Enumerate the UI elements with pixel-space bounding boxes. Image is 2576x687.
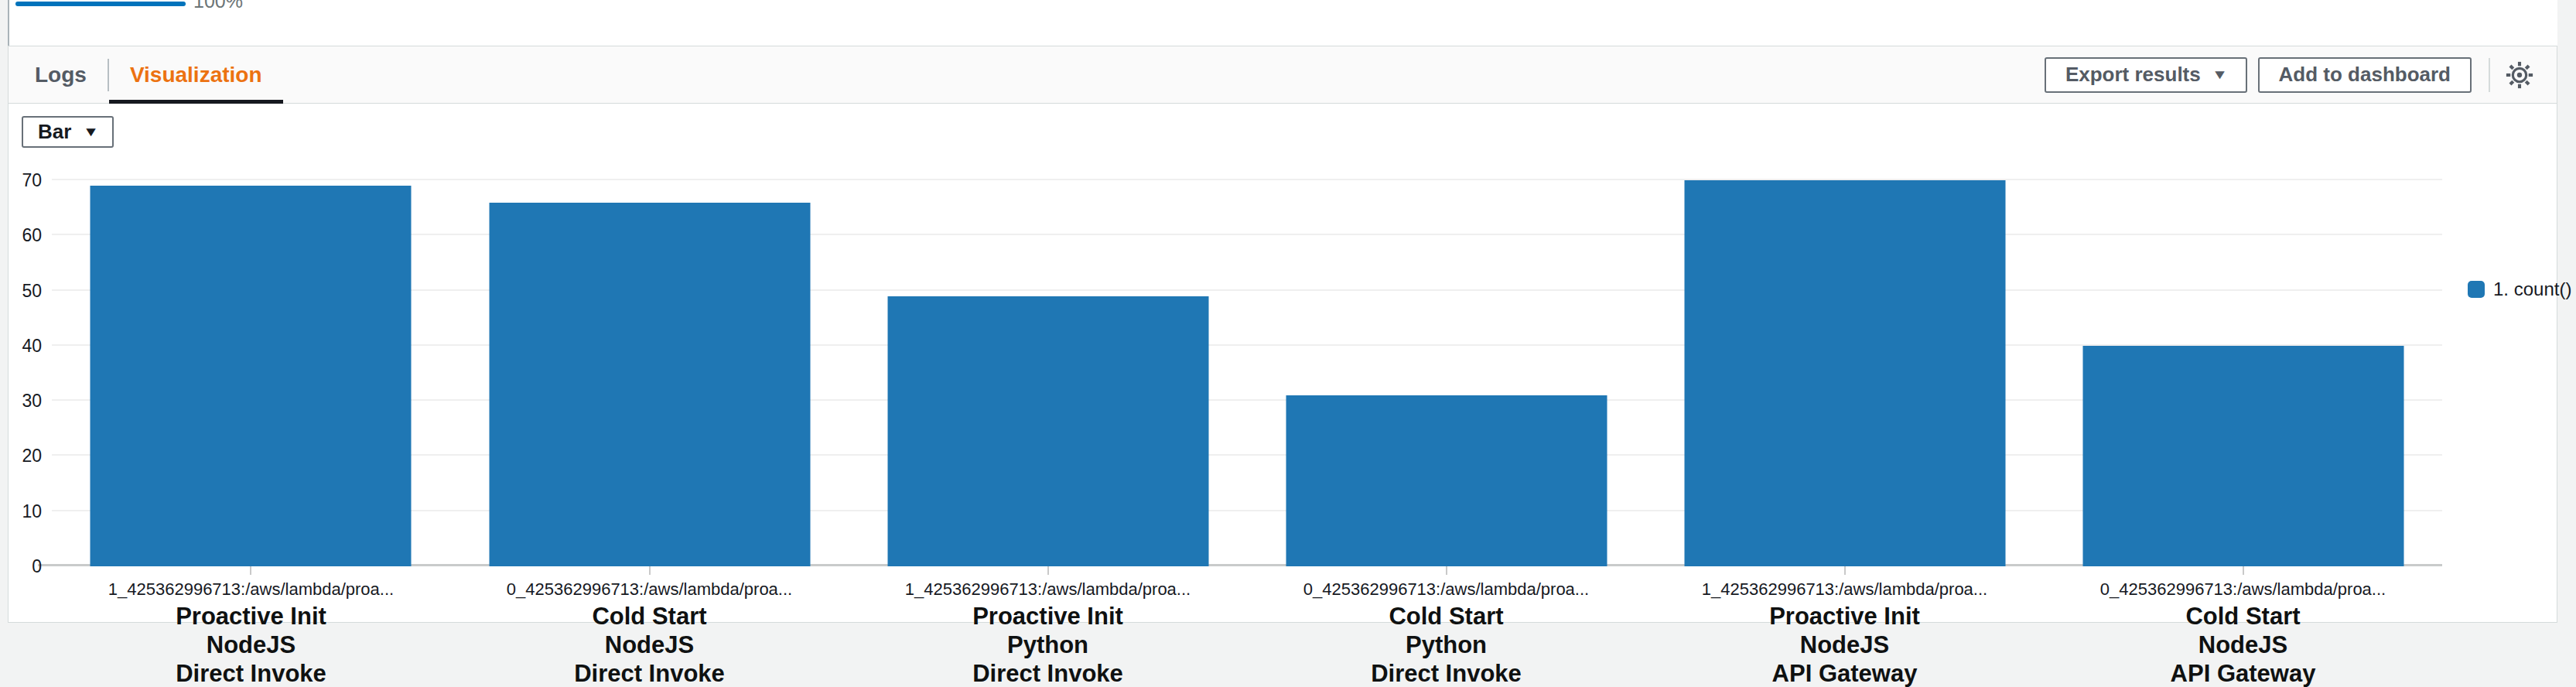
results-toolbar: Export results ▼ Add to dashboard (2045, 57, 2557, 93)
settings-button[interactable] (2503, 58, 2537, 92)
bar-cold-start-python-direct-invoke[interactable] (1286, 395, 1607, 566)
x-axis-tick (649, 566, 651, 575)
category-line-label: NodeJS (51, 631, 450, 659)
category-line-label: Proactive Init (1645, 602, 2045, 631)
add-to-dashboard-label: Add to dashboard (2279, 63, 2451, 87)
log-group-label: 0_425362996713:/aws/lambda/proa... (1247, 579, 1646, 600)
query-progress-percent: 100% (193, 0, 243, 12)
y-axis-tick-label: 60 (22, 225, 42, 246)
toolbar-divider (2489, 58, 2490, 92)
tab-logs[interactable]: Logs (14, 46, 108, 103)
bar-cold-start-nodejs-api-gateway[interactable] (2082, 346, 2403, 566)
category-line-label: Direct Invoke (450, 659, 849, 687)
tab-visualization-label: Visualization (130, 63, 262, 87)
bar-proactive-init-nodejs-direct-invoke[interactable] (91, 186, 412, 566)
y-axis-tick-label: 10 (22, 501, 42, 521)
x-axis-category-label: 0_425362996713:/aws/lambda/proa...Cold S… (450, 579, 849, 687)
chart-type-value: Bar (38, 120, 71, 144)
tab-visualization[interactable]: Visualization (109, 46, 283, 103)
category-line-label: API Gateway (2044, 659, 2443, 687)
category-line-label: Direct Invoke (51, 659, 450, 687)
bar-proactive-init-python-direct-invoke[interactable] (887, 296, 1208, 566)
bar-proactive-init-nodejs-api-gateway[interactable] (1684, 180, 2005, 566)
category-line-label: Proactive Init (51, 602, 450, 631)
export-results-label: Export results (2065, 63, 2201, 87)
legend-label: 1. count() (2493, 279, 2571, 300)
add-to-dashboard-button[interactable]: Add to dashboard (2258, 57, 2472, 93)
y-axis-tick-label: 30 (22, 391, 42, 412)
gridline-70 (52, 179, 2442, 180)
x-axis-category-label: 0_425362996713:/aws/lambda/proa...Cold S… (2044, 579, 2443, 687)
chart-type-dropdown[interactable]: Bar ▼ (22, 116, 114, 148)
category-line-label: NodeJS (2044, 631, 2443, 659)
x-axis-category-label: 1_425362996713:/aws/lambda/proa...Proact… (849, 579, 1248, 687)
query-progress-strip: 100% (8, 0, 2557, 46)
log-group-label: 0_425362996713:/aws/lambda/proa... (450, 579, 849, 600)
category-line-label: Direct Invoke (1247, 659, 1646, 687)
visualization-chart-area: Bar ▼ 0102030405060701_425362996713:/aws… (9, 104, 2557, 622)
logs-insights-results-panel: 100% Logs Visualization Export results ▼… (0, 0, 2576, 687)
tab-logs-label: Logs (35, 63, 87, 87)
export-results-button[interactable]: Export results ▼ (2045, 57, 2247, 93)
x-axis-tick (1446, 566, 1447, 575)
x-axis-tick (1047, 566, 1049, 575)
gear-icon (2505, 60, 2534, 90)
category-line-label: Cold Start (2044, 602, 2443, 631)
y-axis-tick-label: 20 (22, 446, 42, 467)
x-axis-tick (2243, 566, 2244, 575)
bar-chart-plot: 0102030405060701_425362996713:/aws/lambd… (52, 180, 2442, 566)
y-axis-tick-label: 0 (32, 556, 42, 577)
category-line-label: Proactive Init (849, 602, 1248, 631)
query-progress-bar (15, 2, 186, 6)
log-group-label: 0_425362996713:/aws/lambda/proa... (2044, 579, 2443, 600)
category-line-label: Python (1247, 631, 1646, 659)
category-line-label: Python (849, 631, 1248, 659)
x-axis-category-label: 1_425362996713:/aws/lambda/proa...Proact… (51, 579, 450, 687)
category-line-label: NodeJS (450, 631, 849, 659)
results-tabs-header: Logs Visualization Export results ▼ Add … (9, 46, 2557, 104)
category-line-label: NodeJS (1645, 631, 2045, 659)
y-axis-tick-label: 50 (22, 280, 42, 301)
chevron-down-icon: ▼ (2212, 68, 2228, 81)
category-line-label: Direct Invoke (849, 659, 1248, 687)
category-line-label: API Gateway (1645, 659, 2045, 687)
results-card: Logs Visualization Export results ▼ Add … (8, 46, 2557, 623)
log-group-label: 1_425362996713:/aws/lambda/proa... (849, 579, 1248, 600)
x-axis-tick (1844, 566, 1846, 575)
y-axis-tick-label: 70 (22, 170, 42, 191)
category-line-label: Cold Start (450, 602, 849, 631)
log-group-label: 1_425362996713:/aws/lambda/proa... (1645, 579, 2045, 600)
chevron-down-icon: ▼ (83, 125, 99, 138)
bar-cold-start-nodejs-direct-invoke[interactable] (489, 203, 810, 566)
y-axis-tick-label: 40 (22, 335, 42, 356)
x-axis-category-label: 1_425362996713:/aws/lambda/proa...Proact… (1645, 579, 2045, 687)
log-group-label: 1_425362996713:/aws/lambda/proa... (51, 579, 450, 600)
legend-item-count[interactable]: 1. count() (2468, 279, 2571, 300)
legend-swatch (2468, 281, 2485, 298)
x-axis-category-label: 0_425362996713:/aws/lambda/proa...Cold S… (1247, 579, 1646, 687)
x-axis-tick (250, 566, 251, 575)
category-line-label: Cold Start (1247, 602, 1646, 631)
